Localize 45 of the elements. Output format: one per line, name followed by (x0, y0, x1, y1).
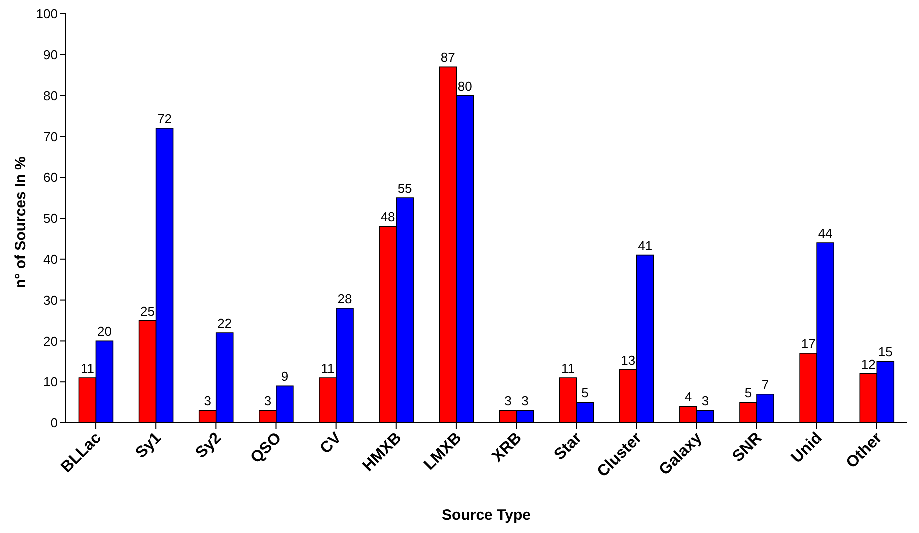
y-tick-label: 90 (44, 48, 58, 63)
y-tick-label: 10 (44, 374, 58, 390)
data-label: 3 (702, 394, 710, 409)
data-label: 15 (878, 344, 893, 360)
data-label: 72 (158, 112, 172, 127)
data-label: 20 (97, 324, 112, 340)
data-label: 11 (80, 361, 94, 376)
data-label: 7 (762, 377, 770, 392)
data-label: 25 (140, 304, 156, 319)
x-tick-label: Sy1 (132, 430, 166, 462)
y-tick-label: 40 (44, 252, 58, 268)
data-label: 3 (504, 394, 512, 409)
data-label: 5 (582, 386, 589, 401)
data-label: 4 (684, 390, 692, 405)
x-tick-label: CV (317, 430, 346, 458)
data-label: 9 (281, 369, 289, 384)
data-label: 17 (801, 336, 816, 352)
x-tick-label: Star (551, 430, 586, 464)
data-label: 11 (562, 361, 576, 376)
y-tick-label: 60 (44, 170, 58, 186)
data-label: 5 (744, 386, 752, 401)
x-tick-label: Sy2 (192, 430, 226, 462)
data-label: 41 (638, 238, 653, 254)
y-tick-label: 0 (50, 416, 58, 431)
data-label: 87 (440, 50, 456, 66)
y-axis-title: n° of Sources In % (12, 156, 30, 288)
data-label: 22 (218, 316, 232, 332)
y-tick-label: 20 (44, 334, 58, 349)
data-label: 3 (264, 394, 272, 409)
data-label: 3 (204, 394, 212, 409)
y-tick-label: 30 (44, 292, 58, 308)
data-label: 12 (861, 356, 876, 372)
data-label: 48 (380, 210, 396, 225)
x-axis-title: Source Type (442, 507, 531, 524)
data-label: 55 (398, 181, 412, 196)
data-label: 44 (818, 226, 833, 242)
y-tick-label: 80 (44, 88, 58, 104)
y-tick-label: 100 (36, 6, 58, 22)
data-label: 3 (522, 394, 529, 409)
data-label: 28 (338, 291, 352, 306)
data-label: 80 (458, 78, 472, 94)
y-tick-label: 70 (44, 129, 58, 144)
y-tick-label: 50 (44, 211, 58, 226)
data-label: 11 (321, 361, 335, 376)
data-label: 13 (621, 352, 636, 368)
